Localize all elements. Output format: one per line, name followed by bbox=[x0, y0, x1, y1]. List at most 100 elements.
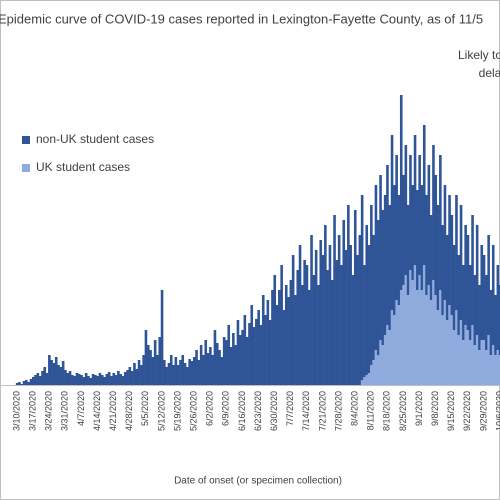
bar-segment bbox=[312, 275, 316, 385]
bar-segment bbox=[402, 175, 405, 285]
bar-segment bbox=[310, 235, 313, 385]
bar-segment bbox=[399, 95, 403, 290]
x-tick-label: 5/5/2020 bbox=[140, 391, 150, 426]
bar-segment bbox=[473, 275, 477, 345]
bar-segment bbox=[20, 384, 24, 385]
bar-segment bbox=[475, 225, 479, 335]
bar-segment bbox=[462, 265, 465, 340]
bar-segment bbox=[241, 330, 244, 385]
bar-segment bbox=[333, 215, 336, 385]
bar-segment bbox=[261, 295, 265, 385]
bar-segment bbox=[236, 320, 240, 385]
bar-segment bbox=[498, 285, 500, 355]
bar-segment bbox=[282, 310, 286, 385]
bar-segment bbox=[386, 325, 389, 385]
bar-segment bbox=[248, 323, 251, 385]
bar-segment bbox=[82, 377, 86, 385]
bar-segment bbox=[266, 300, 270, 385]
bar-segment bbox=[301, 285, 304, 385]
legend-label: non-UK student cases bbox=[36, 132, 154, 146]
bar-segment bbox=[64, 370, 67, 385]
bar-segment bbox=[342, 220, 346, 385]
x-tick-label: 8/11/2020 bbox=[366, 391, 376, 430]
bar-segment bbox=[422, 265, 426, 385]
bar-segment bbox=[372, 235, 375, 360]
bar-segment bbox=[365, 225, 369, 375]
bar-segment bbox=[284, 285, 288, 385]
bar-segment bbox=[455, 310, 458, 385]
bar-segment bbox=[471, 215, 474, 325]
bar-segment bbox=[98, 373, 102, 385]
legend-swatch bbox=[22, 164, 30, 172]
bar-segment bbox=[328, 245, 332, 385]
bar-segment bbox=[61, 361, 65, 385]
bar-segment bbox=[172, 365, 175, 385]
bar-segment bbox=[121, 376, 125, 385]
bar-segment bbox=[347, 205, 350, 385]
bar-segment bbox=[450, 215, 454, 315]
bar-segment bbox=[264, 315, 267, 385]
bar-segment bbox=[112, 373, 116, 385]
bar-segment bbox=[413, 265, 417, 385]
bar-segment bbox=[381, 210, 385, 345]
bar-segment bbox=[202, 355, 205, 385]
bar-segment bbox=[432, 145, 435, 280]
bar-segment bbox=[275, 305, 279, 385]
bar-segment bbox=[89, 378, 93, 385]
bar-segment bbox=[280, 265, 283, 385]
bar-segment bbox=[397, 305, 401, 385]
bar-segment bbox=[404, 275, 408, 385]
bar-segment bbox=[176, 365, 180, 385]
bar-segment bbox=[344, 250, 348, 385]
bar-segment bbox=[429, 215, 433, 300]
bar-segment bbox=[163, 360, 166, 385]
bar-segment bbox=[142, 355, 145, 385]
bar-segment bbox=[443, 185, 447, 300]
bar-segment bbox=[80, 375, 83, 385]
bar-segment bbox=[50, 360, 53, 385]
bar-segment bbox=[54, 357, 58, 385]
bar-segment bbox=[227, 325, 231, 385]
bar-segment bbox=[370, 205, 373, 365]
bar-segment bbox=[255, 319, 258, 385]
bar-segment bbox=[365, 375, 369, 385]
bar-segment bbox=[468, 265, 472, 340]
bar-segment bbox=[360, 195, 364, 380]
bar-segment bbox=[349, 245, 352, 385]
bar-segment bbox=[229, 347, 233, 385]
bar-segment bbox=[376, 220, 380, 355]
bar-segment bbox=[87, 376, 90, 385]
bar-segment bbox=[462, 340, 465, 385]
bar-segment bbox=[411, 280, 415, 385]
bar-segment bbox=[441, 315, 444, 385]
bar-segment bbox=[243, 315, 247, 385]
bar-segment bbox=[425, 195, 428, 295]
bar-segment bbox=[475, 335, 479, 385]
bar-segment bbox=[36, 373, 40, 385]
bar-segment bbox=[257, 310, 260, 385]
bar-segment bbox=[188, 359, 191, 385]
bar-segment bbox=[84, 373, 88, 385]
x-tick-label: 8/25/2020 bbox=[398, 391, 408, 431]
bar-segment bbox=[489, 290, 493, 355]
x-tick-label: 4/28/2020 bbox=[124, 391, 134, 431]
bar-segment bbox=[399, 290, 403, 385]
bar-segment bbox=[439, 290, 442, 385]
bar-segment bbox=[119, 374, 122, 385]
bar-segment bbox=[485, 350, 488, 385]
bar-segment bbox=[317, 285, 320, 385]
bar-segment bbox=[496, 350, 500, 385]
bar-segment bbox=[455, 195, 458, 310]
bar-segment bbox=[140, 365, 143, 385]
bar-segment bbox=[117, 371, 120, 385]
x-tick-label: 5/12/2020 bbox=[156, 391, 166, 431]
bar-segment bbox=[160, 290, 164, 385]
bar-segment bbox=[448, 305, 451, 385]
bar-segment bbox=[381, 345, 385, 385]
x-tick-label: 6/30/2020 bbox=[269, 391, 279, 431]
bar-segment bbox=[252, 327, 256, 385]
x-tick-label: 6/2/2020 bbox=[205, 391, 215, 426]
bar-segment bbox=[471, 325, 474, 385]
bar-segment bbox=[183, 363, 187, 385]
bar-segment bbox=[133, 363, 136, 385]
